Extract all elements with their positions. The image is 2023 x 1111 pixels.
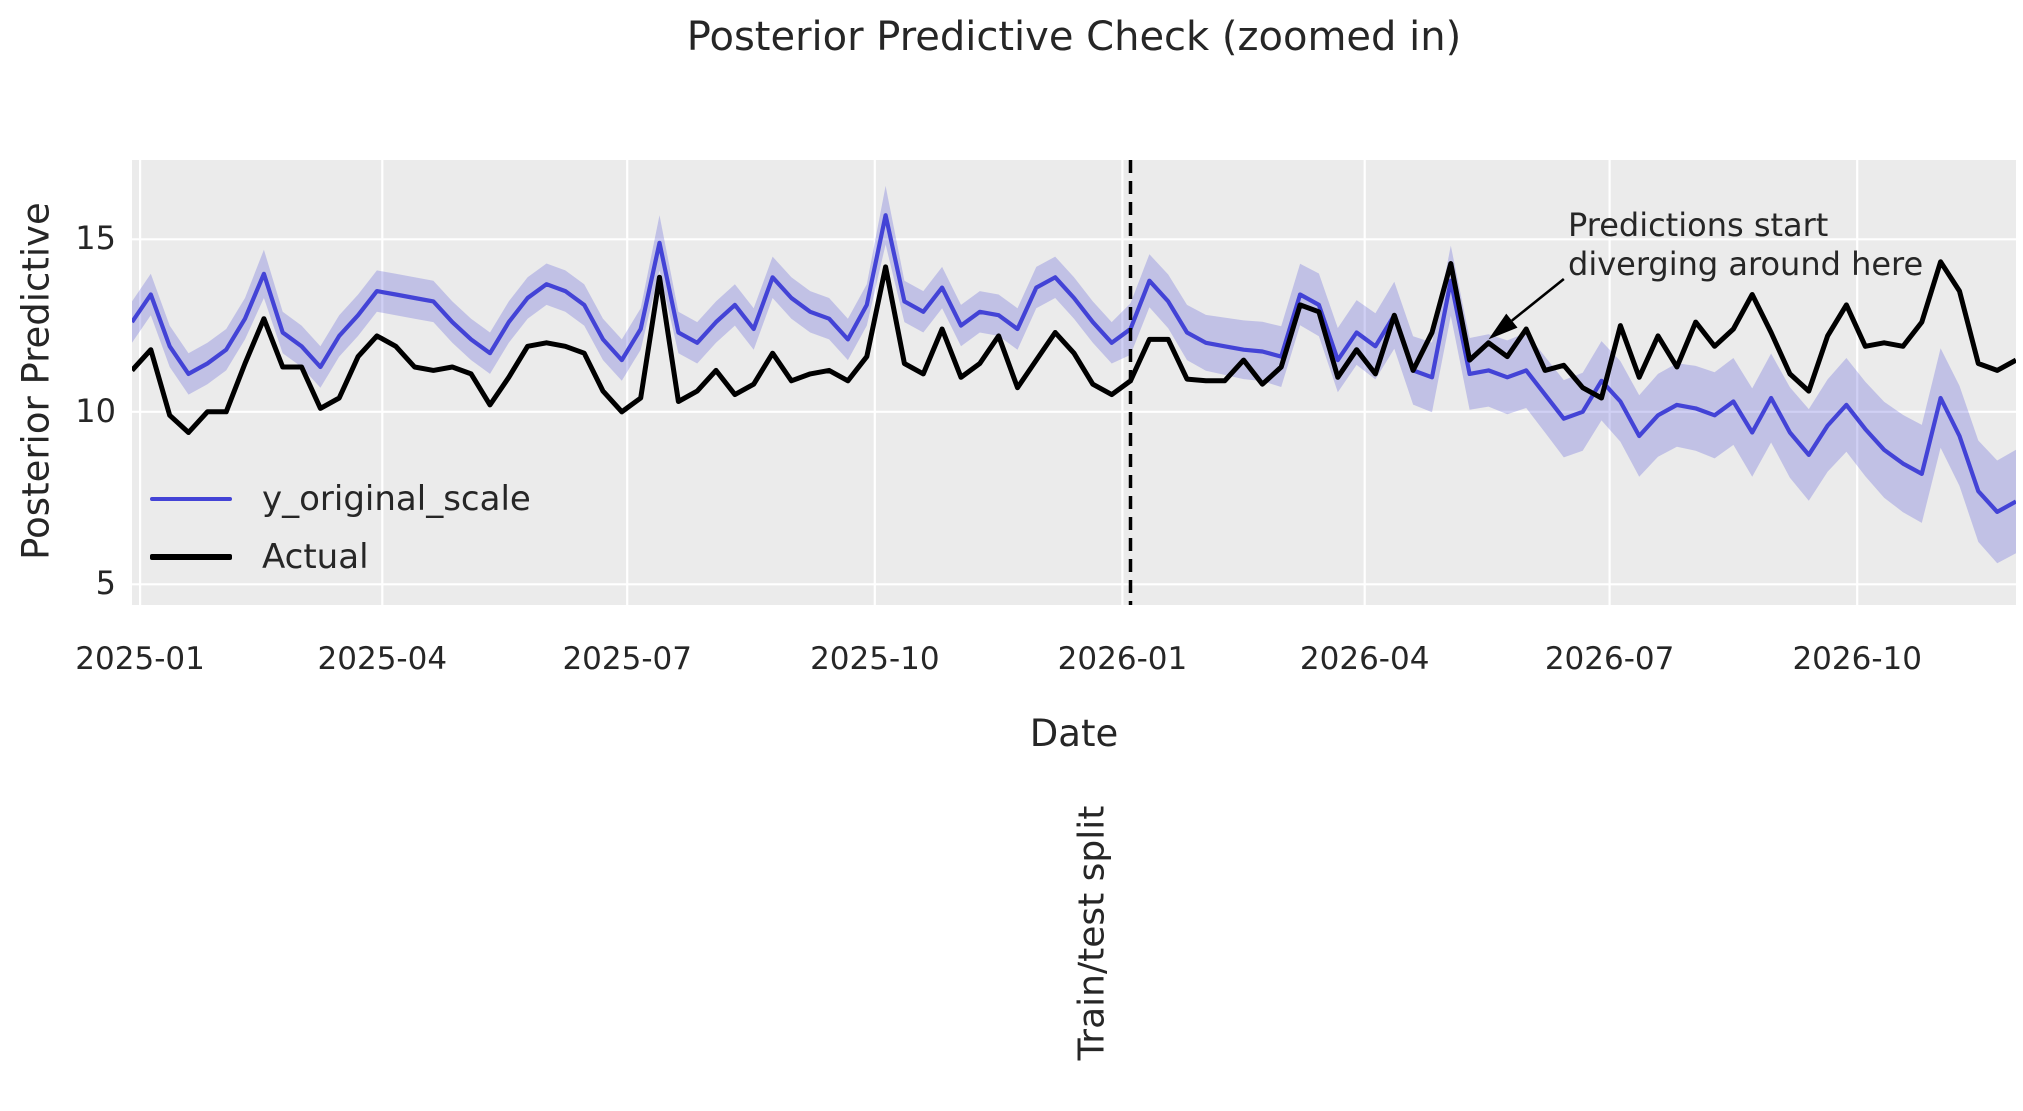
x-tick-label: 2025-01 [75, 641, 205, 677]
annotation-line1: Predictions start [1568, 206, 1829, 244]
x-tick-label: 2026-01 [1057, 641, 1188, 677]
legend-row-prediction: y_original_scale [150, 470, 531, 528]
x-axis-label: Date [1029, 712, 1119, 755]
x-tick-label: 2025-04 [317, 641, 448, 677]
legend-row-actual: Actual [150, 528, 531, 586]
actual-line [132, 259, 2016, 435]
x-tick-label: 2025-10 [810, 641, 940, 677]
train-test-split-label: Train/test split [1071, 805, 1113, 1061]
legend-line-sample-prediction [150, 496, 232, 502]
x-tick-label: 2026-04 [1299, 641, 1430, 677]
plot-background [132, 160, 2016, 605]
annotation-arrow-line [1511, 277, 1565, 322]
x-tick-label: 2025-07 [562, 641, 692, 677]
prediction-line [132, 213, 2016, 514]
y-tick-label: 5 [95, 564, 116, 603]
x-tick-label: 2026-10 [1792, 641, 1922, 677]
x-tick-label: 2026-07 [1544, 641, 1675, 677]
y-tick-label: 15 [75, 219, 116, 258]
legend-label-prediction: y_original_scale [262, 479, 531, 519]
legend: y_original_scale Actual [150, 470, 531, 586]
annotation-line2: diverging around here [1568, 245, 1924, 283]
chart-title: Posterior Predictive Check (zoomed in) [686, 14, 1462, 60]
annotation-arrowhead [1488, 313, 1518, 340]
legend-line-sample-actual [150, 554, 232, 560]
legend-label-actual: Actual [262, 537, 369, 577]
annotation-text: Predictions start diverging around here [1568, 206, 1923, 284]
y-tick-label: 10 [75, 391, 116, 430]
